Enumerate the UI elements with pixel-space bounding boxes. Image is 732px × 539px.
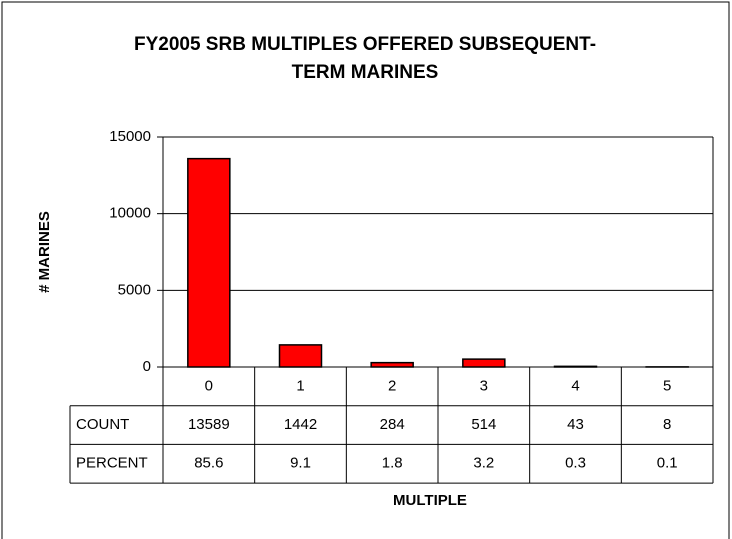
bar xyxy=(187,157,231,368)
x-tick-label: 3 xyxy=(480,377,488,394)
x-tick-label: 0 xyxy=(205,377,213,394)
row-label: PERCENT xyxy=(76,455,148,472)
bar xyxy=(370,361,414,368)
y-axis-title: # MARINES xyxy=(36,211,53,293)
table-cell: 8 xyxy=(663,416,671,433)
x-tick-label: 5 xyxy=(663,377,671,394)
x-tick-label: 2 xyxy=(388,377,396,394)
x-axis-title: MULTIPLE xyxy=(393,492,467,509)
y-tick-label: 5000 xyxy=(118,281,151,298)
bar xyxy=(278,344,323,368)
y-tick-label: 0 xyxy=(143,358,151,375)
table-cell: 85.6 xyxy=(194,455,223,472)
bar xyxy=(462,358,506,368)
y-tick-label: 15000 xyxy=(109,128,151,145)
table-cell: 1.8 xyxy=(382,455,403,472)
table-cell: 3.2 xyxy=(473,455,494,472)
table-cell: 0.1 xyxy=(657,455,678,472)
table-cell: 9.1 xyxy=(290,455,311,472)
chart-title: TERM MARINES xyxy=(292,62,439,83)
x-tick-label: 4 xyxy=(571,377,579,394)
table-cell: 284 xyxy=(380,416,405,433)
table-cell: 13589 xyxy=(188,416,230,433)
x-tick-label: 1 xyxy=(296,377,304,394)
table-cell: 0.3 xyxy=(565,455,586,472)
row-label: COUNT xyxy=(76,416,129,433)
bar xyxy=(553,365,598,368)
table-cell: 43 xyxy=(567,416,584,433)
y-tick-label: 10000 xyxy=(109,205,151,222)
table-cell: 1442 xyxy=(284,416,317,433)
chart-title: FY2005 SRB MULTIPLES OFFERED SUBSEQUENT- xyxy=(134,34,596,55)
table-cell: 514 xyxy=(471,416,496,433)
